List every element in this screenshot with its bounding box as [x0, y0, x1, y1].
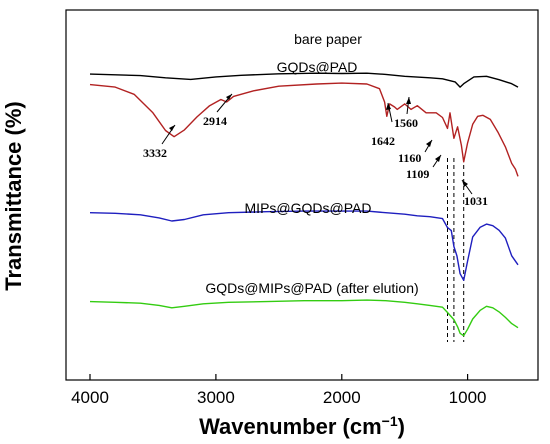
reference-lines [447, 158, 465, 342]
series-line-1 [89, 72, 519, 88]
series-label-gqds-pad: GQDs@PAD [277, 59, 358, 75]
x-tick-label-3000: 3000 [197, 388, 235, 407]
peak-arrowhead-3332 [169, 125, 175, 131]
series-label-bare-paper: bare paper [294, 31, 362, 47]
peak-arrowhead-2914 [226, 94, 232, 100]
peak-label-1642: 1642 [371, 134, 395, 148]
series-line-2 [89, 82, 519, 177]
x-axis-title: Wavenumber (cm−1) [199, 413, 405, 439]
peak-label-3332: 3332 [143, 146, 167, 160]
x-tick-label-1000: 1000 [449, 388, 487, 407]
x-tick-label-2000: 2000 [323, 388, 361, 407]
x-axis-title-superscript: −1 [382, 413, 398, 429]
series-label-gqds-mips-pad-eluted: GQDs@MIPs@PAD (after elution) [205, 280, 418, 296]
peak-arrowhead-1109 [435, 155, 441, 162]
peak-label-1560: 1560 [394, 116, 418, 130]
x-axis-ticks: 4000 3000 2000 1000 [71, 374, 487, 407]
x-axis-title-close: ) [398, 414, 405, 439]
peak-annotations: 3332 2914 1642 1560 1160 1109 1031 [143, 93, 488, 208]
peak-arrowhead-1560 [406, 97, 411, 104]
peak-arrowhead-1031 [462, 180, 468, 187]
peak-label-2914: 2914 [203, 114, 227, 128]
series-label-mips-gqds-pad: MIPs@GQDs@PAD [245, 200, 372, 216]
series-line-4 [89, 299, 519, 337]
plot-frame [65, 9, 539, 381]
x-axis-title-main: Wavenumber (cm [199, 414, 382, 439]
series-line-3 [89, 210, 519, 281]
peak-arrowhead-1160 [426, 140, 432, 147]
peak-label-1160: 1160 [398, 151, 421, 165]
peak-label-1109: 1109 [406, 167, 429, 181]
x-tick-label-4000: 4000 [71, 388, 109, 407]
peak-label-1031: 1031 [464, 194, 488, 208]
y-axis-title: Transmittance (%) [1, 101, 26, 291]
peak-arrowhead-1642 [386, 103, 391, 110]
series-group [89, 72, 519, 337]
